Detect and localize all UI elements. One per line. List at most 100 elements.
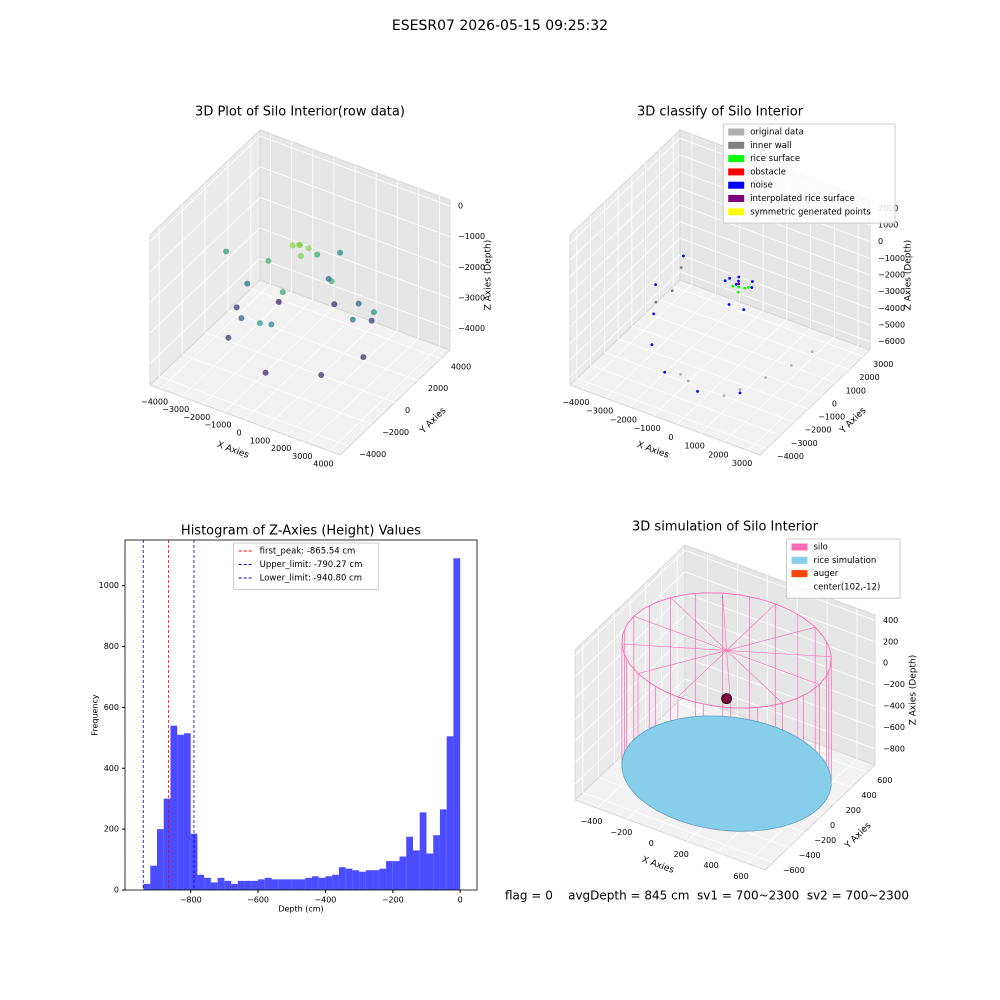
grid-line — [590, 364, 781, 436]
silo-roof-line — [677, 650, 727, 698]
z-tick-label: −3000 — [878, 287, 905, 296]
grid-line — [684, 614, 876, 686]
point — [654, 300, 658, 304]
grid-line — [684, 657, 876, 728]
y-tick-label: 600 — [877, 776, 892, 785]
bar — [278, 879, 285, 890]
x-tick-label: 0 — [236, 429, 241, 438]
bar — [392, 861, 400, 890]
point — [723, 279, 727, 283]
point — [670, 289, 674, 293]
grid-line — [645, 312, 836, 384]
y-tick-label: 2000 — [428, 384, 448, 393]
x-tick-label: −2000 — [610, 415, 637, 424]
x-axis-label: X Axies — [635, 440, 670, 461]
point — [225, 334, 232, 341]
silo-roof-line — [670, 597, 727, 651]
bar — [345, 868, 353, 890]
z-tick-label: −200 — [883, 680, 905, 689]
z-tick-label: 1000 — [878, 221, 898, 230]
legend-label: noise — [750, 181, 773, 191]
x-tick-label: −800 — [180, 896, 202, 905]
legend-label: rice surface — [750, 154, 800, 164]
legend-label: silo — [814, 543, 828, 553]
legend-label: auger — [814, 569, 839, 579]
y-axis-label: Y Axies — [418, 406, 449, 437]
bar — [311, 876, 319, 890]
point — [737, 282, 741, 286]
point — [747, 285, 751, 289]
z-tick-label: −4000 — [458, 324, 485, 333]
grid-line — [631, 325, 823, 397]
grid-line — [684, 678, 876, 750]
point — [728, 276, 732, 280]
grid-line — [684, 549, 876, 621]
y-tick-label: 0 — [114, 886, 119, 895]
bar — [372, 870, 380, 890]
point — [238, 315, 245, 322]
grid-line — [149, 197, 261, 303]
y-tick-label: 2000 — [859, 373, 879, 382]
z-tick-label: −2000 — [458, 263, 485, 272]
x-tick-label: −2000 — [183, 413, 210, 422]
point — [314, 251, 321, 258]
bar — [406, 836, 413, 890]
bar — [352, 870, 360, 890]
point — [652, 312, 656, 316]
point — [296, 241, 303, 248]
point — [736, 290, 740, 294]
bar — [359, 871, 366, 890]
y-tick-label: −4000 — [777, 452, 804, 461]
point — [764, 376, 768, 379]
bar — [163, 798, 171, 890]
x-tick-label: −600 — [247, 896, 269, 905]
point — [650, 343, 654, 347]
y-tick-label: 600 — [104, 703, 119, 712]
bar — [251, 880, 259, 890]
legend-label: original data — [750, 128, 804, 138]
grid-line — [569, 171, 681, 277]
z-tick-label: −4000 — [878, 304, 905, 313]
bar — [177, 734, 184, 890]
grid-line — [569, 204, 681, 311]
y-tick-label: 200 — [846, 806, 861, 815]
z-tick-label: −800 — [883, 744, 905, 753]
bar — [244, 880, 252, 890]
point — [810, 350, 814, 353]
x-tick-label: 2000 — [708, 450, 728, 459]
z-tick-label: −6000 — [878, 337, 905, 346]
x-tick-label: 1000 — [684, 442, 704, 451]
bar — [332, 874, 339, 890]
grid-line — [724, 336, 835, 443]
point — [268, 321, 275, 328]
x-tick-label: −200 — [382, 896, 404, 905]
point — [370, 309, 377, 316]
legend-label: rice simulation — [814, 556, 877, 566]
bar — [379, 868, 387, 890]
point — [737, 275, 741, 279]
point — [265, 257, 272, 264]
bar — [386, 861, 393, 890]
bar — [318, 877, 326, 890]
bar — [264, 877, 272, 890]
grid-line — [569, 271, 681, 377]
point — [679, 372, 683, 376]
point — [722, 394, 726, 398]
bar — [204, 877, 211, 890]
grid-line — [204, 332, 396, 403]
legend-swatch — [728, 208, 745, 216]
point — [256, 320, 263, 327]
bar — [413, 850, 420, 890]
z-tick-label: 400 — [883, 616, 898, 625]
z-axis-label: Z Axies (Depth) — [484, 240, 494, 311]
legend-label: symmetric generated points — [750, 207, 871, 217]
legend-swatch — [728, 181, 745, 189]
z-tick-label: −1000 — [458, 232, 485, 241]
z-axis-label: Z Axies (Depth) — [904, 240, 914, 311]
legend-label: interpolated rice surface — [750, 194, 855, 204]
grid-line — [604, 351, 795, 423]
bar — [419, 812, 427, 890]
y-tick-label: 1000 — [846, 386, 866, 395]
y-tick-label: −400 — [799, 851, 821, 860]
